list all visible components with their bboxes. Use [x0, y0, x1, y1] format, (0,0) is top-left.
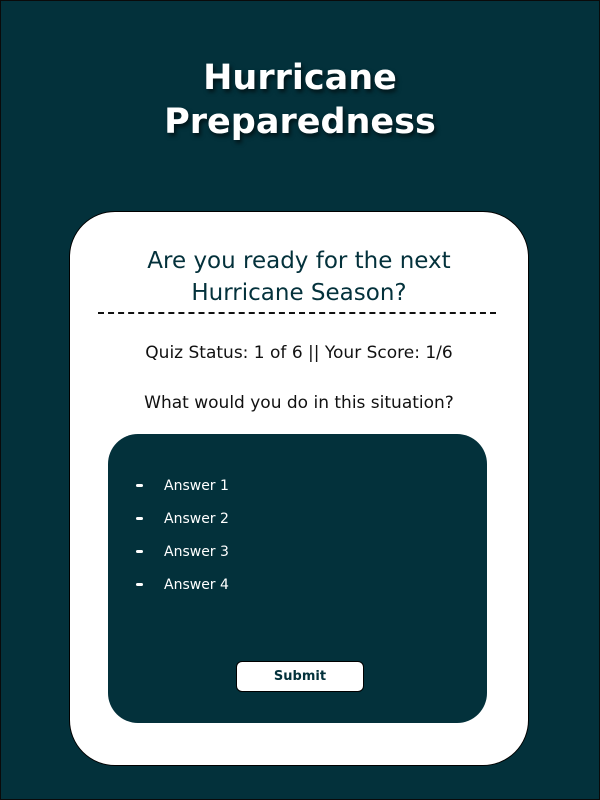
question-prompt: What would you do in this situation? — [144, 393, 454, 413]
quiz-heading-line-2: Hurricane Season? — [191, 280, 407, 306]
dashed-divider — [98, 312, 496, 314]
page-title: Hurricane Preparedness — [0, 56, 600, 144]
page-title-line-1: Hurricane — [203, 58, 397, 98]
quiz-status: Quiz Status: 1 of 6 || Your Score: 1/6 — [145, 343, 453, 363]
bullet-icon — [136, 484, 143, 487]
answer-option-2[interactable]: Answer 2 — [136, 502, 229, 535]
submit-button[interactable]: Submit — [236, 661, 364, 692]
bullet-icon — [136, 550, 143, 553]
answers-list: Answer 1 Answer 2 Answer 3 Answer 4 — [136, 469, 229, 601]
page-title-line-2: Preparedness — [164, 102, 436, 142]
answer-option-3[interactable]: Answer 3 — [136, 535, 229, 568]
bullet-icon — [136, 583, 143, 586]
answer-label: Answer 2 — [164, 510, 229, 527]
answer-option-4[interactable]: Answer 4 — [136, 568, 229, 601]
answer-label: Answer 1 — [164, 477, 229, 494]
quiz-heading-line-1: Are you ready for the next — [147, 248, 451, 274]
answer-option-1[interactable]: Answer 1 — [136, 469, 229, 502]
quiz-heading: Are you ready for the next Hurricane Sea… — [70, 245, 528, 309]
answers-panel: Answer 1 Answer 2 Answer 3 Answer 4 Subm… — [108, 434, 487, 723]
answer-label: Answer 4 — [164, 576, 229, 593]
quiz-card: Are you ready for the next Hurricane Sea… — [69, 211, 529, 766]
bullet-icon — [136, 517, 143, 520]
answer-label: Answer 3 — [164, 543, 229, 560]
